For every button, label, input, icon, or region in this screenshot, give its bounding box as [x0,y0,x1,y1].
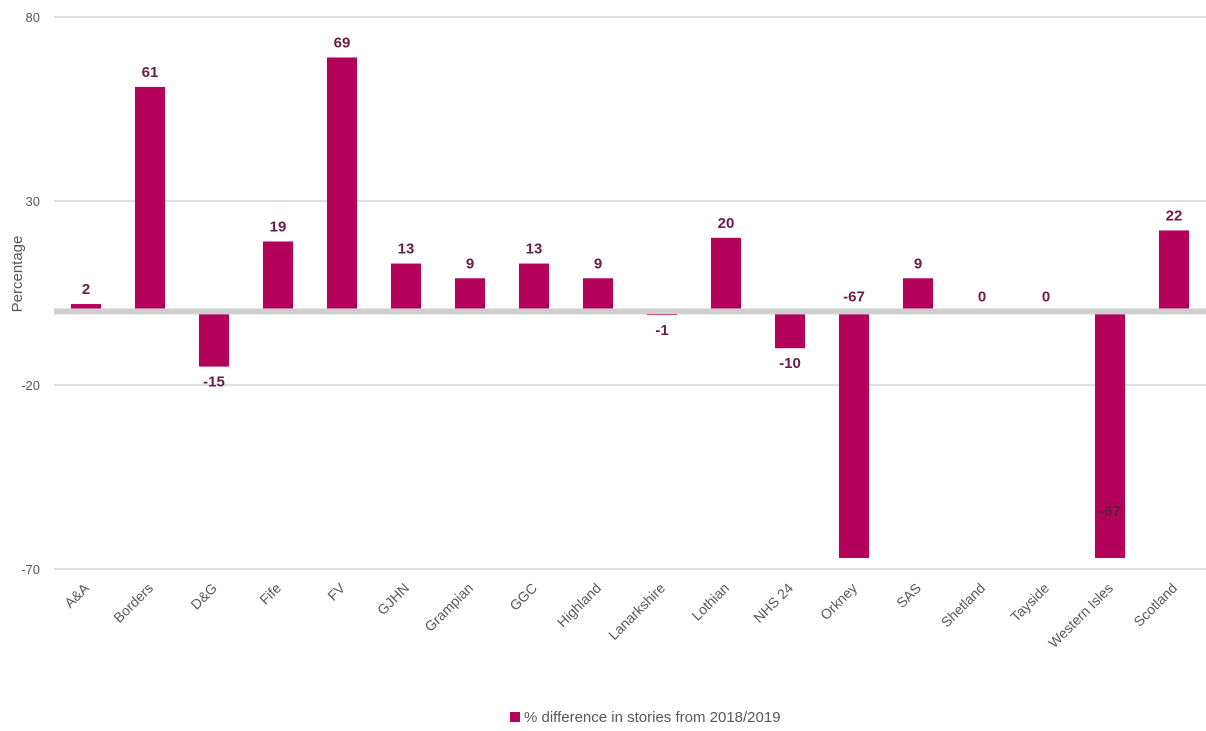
bar [838,311,870,558]
category-label: Grampian [421,580,476,635]
category-label: Tayside [1007,580,1052,625]
y-tick-label: -20 [21,378,40,393]
bar [390,263,422,312]
category-label: FV [324,579,348,603]
data-label: 9 [466,255,474,272]
bar [774,311,806,349]
category-label: Lanarkshire [605,580,668,643]
data-label: 22 [1166,207,1183,224]
bar [1158,230,1190,312]
data-label: 61 [142,64,159,81]
bars [70,57,1190,558]
y-tick-label: 30 [26,194,40,209]
bar [262,241,294,312]
bar [710,237,742,312]
y-tick-label: -70 [21,562,40,577]
bar [518,263,550,312]
data-labels: 2 61 -15 19 69 13 9 13 9 -1 20 -10 -67 9 0 0 -67 22 [82,34,1183,519]
category-label: NHS 24 [750,580,796,626]
y-axis-ticks: 80 30 -20 -70 [21,10,40,577]
category-label: Highland [554,580,604,630]
bar [454,278,486,312]
data-label: 0 [978,288,986,305]
data-label: 13 [526,241,543,258]
data-label: 9 [594,255,602,272]
bar [70,304,102,312]
data-label: 9 [914,255,922,272]
category-label: Scotland [1130,580,1180,630]
category-label: Orkney [817,580,860,623]
data-label: 19 [270,218,287,235]
category-label: D&G [187,580,220,613]
category-labels: A&A Borders D&G Fife FV GJHN Grampian GGC Highla… [61,579,1180,651]
category-label: GGC [506,580,540,614]
legend-label: % difference in stories from 2018/2019 [524,709,781,726]
data-label: 2 [82,281,90,298]
data-label: 0 [1042,288,1050,305]
bar [582,278,614,312]
y-tick-label: 80 [26,10,40,25]
y-axis-label: Percentage [9,236,26,313]
data-label: -67 [843,288,865,305]
gridlines [54,16,1206,570]
legend-swatch [510,712,520,722]
category-label: A&A [61,579,93,611]
data-label: -1 [655,322,668,339]
data-label: -67 [1099,503,1121,520]
data-label: -15 [203,374,225,391]
category-label: Borders [110,580,156,626]
zero-axis [54,308,1206,315]
data-label: -10 [779,355,801,372]
category-label: GJHN [374,580,412,618]
category-label: SAS [893,580,924,611]
data-label: 69 [334,34,351,51]
bar [134,86,166,312]
data-label: 20 [718,215,735,232]
category-label: Fife [256,580,284,608]
bar [902,278,934,312]
bar [326,57,358,312]
category-label: Western Isles [1045,580,1116,651]
bar [198,311,230,367]
zero-line [54,308,1206,315]
category-label: Shetland [938,580,988,630]
legend: % difference in stories from 2018/2019 [510,709,781,726]
data-label: 13 [398,241,415,258]
category-label: Lothian [688,580,732,624]
bar [1094,311,1126,558]
